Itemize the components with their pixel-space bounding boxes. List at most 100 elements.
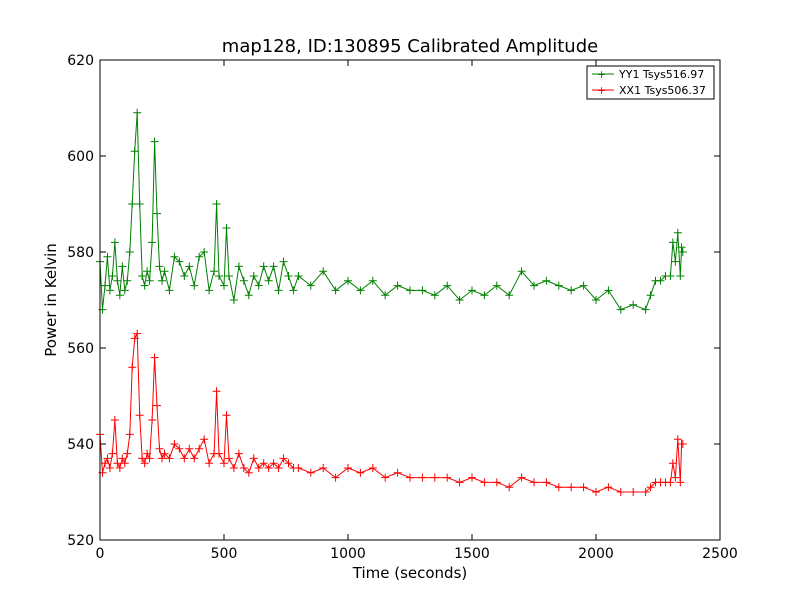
x-tick-label: 0 xyxy=(96,546,105,562)
y-tick-label: 520 xyxy=(67,533,94,549)
data-point-marker xyxy=(356,286,365,295)
data-point-marker xyxy=(110,416,119,424)
data-point-marker xyxy=(331,473,340,482)
data-point-marker xyxy=(130,334,139,343)
data-point-marker xyxy=(100,459,109,468)
legend-label-xx1: XX1 Tsys506.37 xyxy=(619,84,706,97)
data-point-marker xyxy=(604,286,613,295)
data-point-marker xyxy=(480,291,489,300)
data-point-marker xyxy=(492,281,501,290)
data-point-marker xyxy=(125,430,134,439)
data-point-marker xyxy=(641,305,650,314)
data-point-marker xyxy=(215,449,224,458)
data-point-marker xyxy=(678,440,687,448)
data-point-marker xyxy=(103,252,112,261)
legend: + YY1 Tsys516.97 + XX1 Tsys506.37 xyxy=(586,65,715,100)
data-point-marker xyxy=(133,329,142,338)
data-point-marker xyxy=(294,464,303,472)
legend-marker-yy1: + xyxy=(597,68,606,81)
series-layer xyxy=(96,108,687,496)
data-point-marker xyxy=(579,281,588,290)
data-point-marker xyxy=(170,440,179,448)
data-point-marker xyxy=(344,276,352,285)
data-point-marker xyxy=(480,478,489,487)
data-point-marker xyxy=(180,272,189,280)
data-point-marker xyxy=(629,488,638,496)
data-point-marker xyxy=(148,416,157,424)
data-point-marker xyxy=(356,468,365,477)
data-point-marker xyxy=(671,473,680,482)
data-point-marker xyxy=(579,483,588,492)
data-point-marker xyxy=(554,483,563,492)
data-point-marker xyxy=(406,473,414,482)
data-point-marker xyxy=(220,459,228,468)
data-point-marker xyxy=(180,454,189,463)
data-point-marker xyxy=(244,291,253,300)
data-point-marker xyxy=(592,296,600,304)
data-point-marker xyxy=(284,272,293,280)
data-point-marker xyxy=(150,137,159,146)
data-point-marker xyxy=(418,473,427,482)
data-point-marker xyxy=(319,464,328,472)
data-point-marker xyxy=(517,267,526,276)
data-point-marker xyxy=(115,291,124,300)
data-point-marker xyxy=(118,262,127,271)
legend-box xyxy=(586,65,715,100)
data-point-marker xyxy=(222,224,231,232)
y-tick-label: 540 xyxy=(67,437,94,453)
data-point-marker xyxy=(677,243,686,252)
data-point-marker xyxy=(108,272,117,280)
data-point-marker xyxy=(331,286,340,295)
data-point-marker xyxy=(368,464,377,472)
data-point-marker xyxy=(666,478,675,487)
data-point-marker xyxy=(418,286,427,295)
data-point-marker xyxy=(234,262,243,271)
data-point-marker xyxy=(234,449,243,458)
data-point-marker xyxy=(406,286,414,295)
data-point-marker xyxy=(220,281,228,290)
data-point-marker xyxy=(430,291,439,300)
data-point-marker xyxy=(190,454,199,463)
data-point-marker xyxy=(175,444,184,453)
data-point-marker xyxy=(224,454,233,463)
data-point-marker xyxy=(344,464,352,472)
data-point-marker xyxy=(678,248,687,256)
data-point-marker xyxy=(254,281,263,290)
data-point-marker xyxy=(115,464,124,472)
data-point-marker xyxy=(393,281,402,290)
data-point-marker xyxy=(195,252,204,261)
y-tick-label: 580 xyxy=(67,245,94,261)
data-point-marker xyxy=(274,286,283,295)
data-point-marker xyxy=(284,459,293,468)
data-point-marker xyxy=(264,276,273,285)
data-point-marker xyxy=(212,387,221,396)
data-point-marker xyxy=(629,300,638,309)
data-point-marker xyxy=(616,488,625,496)
data-point-marker xyxy=(200,248,209,256)
data-point-marker xyxy=(604,483,613,492)
data-point-marker xyxy=(140,459,149,468)
data-point-marker xyxy=(274,464,283,472)
data-point-marker xyxy=(153,209,162,218)
data-point-marker xyxy=(143,267,152,276)
data-point-marker xyxy=(185,262,194,271)
data-point-marker xyxy=(118,454,127,463)
plot-frame xyxy=(99,59,721,541)
data-point-marker xyxy=(130,147,139,156)
data-point-marker xyxy=(138,272,147,280)
data-point-marker xyxy=(148,238,157,247)
data-point-marker xyxy=(468,473,476,482)
data-point-marker xyxy=(195,444,204,453)
data-point-marker xyxy=(455,478,464,487)
data-point-marker xyxy=(138,454,147,463)
data-point-marker xyxy=(145,454,154,463)
data-point-marker xyxy=(443,473,452,482)
data-point-marker xyxy=(155,262,164,271)
data-point-marker xyxy=(443,281,452,290)
data-point-marker xyxy=(592,488,600,496)
data-point-marker xyxy=(113,459,122,468)
data-point-marker xyxy=(676,272,685,280)
y-tick-label: 560 xyxy=(67,341,94,357)
data-point-marker xyxy=(123,276,132,285)
